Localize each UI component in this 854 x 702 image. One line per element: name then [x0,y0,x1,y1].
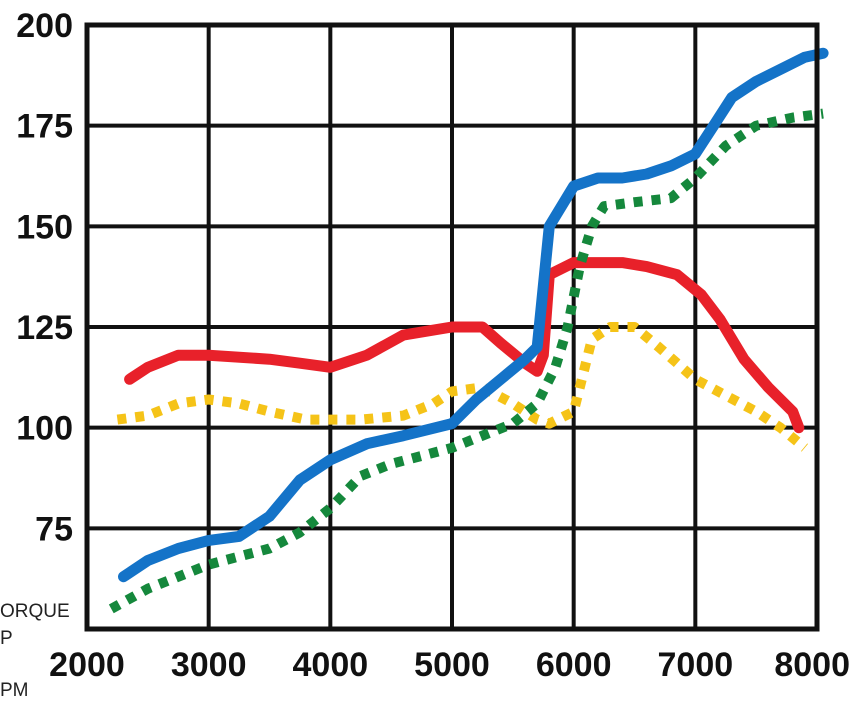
y-tick-label: 200 [16,7,73,45]
legend: ORQUE P PM [0,601,70,701]
x-tick-label: 6000 [536,646,612,684]
y-tick-label: 100 [16,410,73,448]
x-tick-label: 8000 [774,646,850,684]
legend-label-torque: ORQUE [0,601,70,622]
x-tick-labels: 2000 3000 4000 5000 6000 7000 8000 [49,646,850,684]
y-tick-labels: 75 100 125 150 175 200 [16,7,73,548]
y-tick-label: 150 [16,208,73,246]
legend-label-rpm: PM [0,680,29,701]
plot-frame [84,22,820,632]
x-tick-label: 4000 [293,646,369,684]
y-tick-label: 75 [35,510,73,548]
x-tick-label: 3000 [171,646,247,684]
torque-red-line [124,257,805,434]
x-tick-label: 2000 [49,646,125,684]
y-tick-label: 175 [16,108,73,146]
series-layer [108,47,829,614]
hp-yellow-dotted-line [116,322,808,452]
torque-green-dotted-line [108,108,824,614]
legend-label-hp: P [0,628,13,649]
x-tick-label: 7000 [658,646,734,684]
y-tick-label: 125 [16,309,73,347]
hp-blue-line [118,47,829,583]
x-tick-label: 5000 [414,646,490,684]
